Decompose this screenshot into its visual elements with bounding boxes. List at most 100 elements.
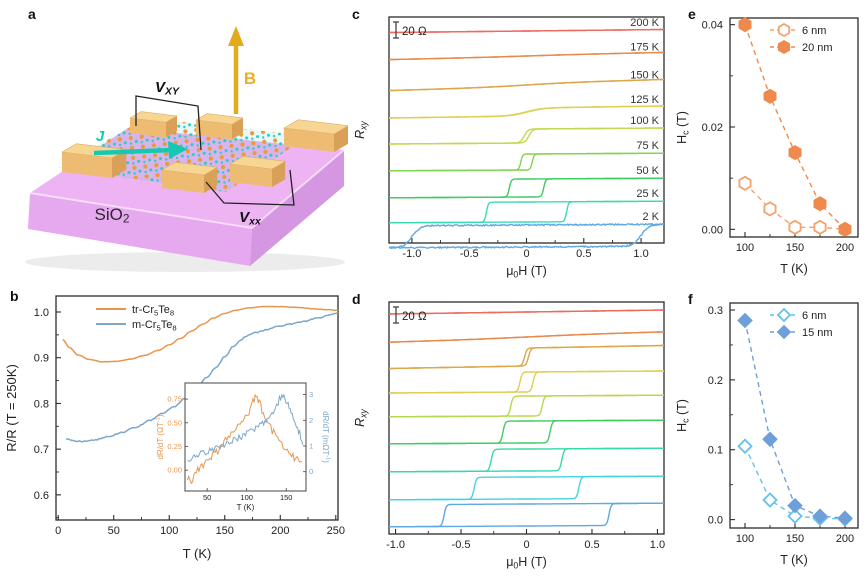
electrode-top [283,119,348,135]
legend-marker [776,307,792,323]
panel-label-a: a [28,6,36,22]
temperature-label: 175 K [630,41,659,53]
plot-frame [729,17,859,238]
panel-label-c: c [352,6,360,22]
electrode-front [284,128,334,152]
electrode-side [204,167,218,194]
x-axis-label: T (K) [183,546,212,561]
y-tick-label: 0.04 [702,20,723,32]
electrode-side [166,115,177,138]
panel-c: c -1.0 -0.5 0 0.5 1.0 μ0H (T) Rxy 200 K 175 K 150… [348,0,666,285]
hysteresis-curve-175 K-dn [389,51,664,61]
y-tick-label: 0.9 [34,353,49,365]
current-label: J [96,128,105,145]
electrode [283,119,348,152]
x-tick-label: 0.5 [584,539,599,551]
electrode [61,143,128,178]
device-schematic: SiO2 B J VXY Vxx [25,26,348,272]
electrode-side [334,125,348,152]
temperature-label: 2 K [642,211,659,223]
panel-e: e 100 150 200 0.00 0.02 0.04 T (K) Hc (T) 6 nm 20… [666,0,865,285]
hall-hysteresis-chart-d: -1.0 -0.5 0 0.5 1.0 μ0H (T) Rxy 20 Ω [353,301,665,571]
y-tick-label: 0.3 [708,305,723,317]
hysteresis-curve-row-5-dn [389,419,664,445]
panel-f: f 100 150 200 0.0 0.1 0.2 0.3 T (K) Hc (T) 6 nm 15… [666,285,865,576]
vxx-label: Vxx [239,209,262,228]
data-point-20 nm [838,221,852,237]
legend-label: tr-Cr5Te8 [132,304,174,318]
data-point-15 nm [762,431,778,448]
legend-label: 20 nm [802,42,833,54]
electrode [129,111,178,138]
hysteresis-curve-100 K-dn [389,127,664,145]
legend-label: 6 nm [802,310,826,322]
legend-marker [777,22,791,38]
hall-hysteresis-chart-c: -1.0 -0.5 0 0.5 1.0 μ0H (T) Rxy 200 K 175 K 150 K… [353,16,665,280]
data-point-15 nm [787,497,803,514]
panel-d: d -1.0 -0.5 0 0.5 1.0 μ0H (T) Rxy 20 Ω [348,285,666,576]
electrode [161,162,219,194]
hysteresis-curve-row-5-up [389,419,664,445]
electrode-front [162,170,204,194]
y-tick-label: 0.1 [708,445,723,457]
current-arrow-head [168,141,188,159]
hysteresis-curve-row-0-dn [389,309,664,315]
panel-label-d: d [352,291,361,307]
hysteresis-curve-row-8-dn [389,502,664,528]
x-tick-label: 0.5 [576,248,591,260]
vxy-bracket [135,95,202,151]
data-point-6 nm [738,175,752,191]
vxy-label: VXY [155,79,180,98]
data-point-15 nm [812,508,828,524]
electrode-front [196,120,232,140]
inset-y-tick-label-right: 3 [309,390,313,399]
inset-y-tick-label-left: 0.75 [167,395,182,404]
x-tick-label: -0.5 [460,248,479,260]
x-tick-label: 50 [108,525,120,537]
series-connector-1 [744,320,846,519]
substrate-front-face [28,193,252,266]
inset-right-axis-label: dR/dT (mΩT-1) [321,411,330,463]
inset-y-tick-label-right: 2 [309,416,313,425]
hysteresis-curve-row-8-up [389,502,664,528]
legend-marker [777,39,791,55]
coercive-field-chart-e: 100 150 200 0.00 0.02 0.04 T (K) Hc (T) 6 nm 20 n… [675,17,859,276]
inset-x-tick-label: 50 [203,493,211,502]
x-tick-label: 150 [786,533,804,545]
inset-y-tick-label-left: 0.25 [167,442,182,451]
electrode-top [161,162,219,176]
inset-y-tick-label-right: 0 [309,467,313,476]
data-point-20 nm [763,88,777,104]
hysteresis-curve-row-3-up [389,370,664,394]
x-tick-label: 150 [216,525,234,537]
data-point-20 nm [738,17,752,33]
inset-x-tick-label: 100 [240,493,253,502]
substrate-side-face [250,150,344,266]
panel-label-f: f [688,291,693,307]
inset-series-1 [187,393,304,462]
panel-label-b: b [10,288,19,304]
y-axis-label: Hc (T) [675,111,691,144]
x-axis-label: μ0H (T) [506,555,547,571]
hysteresis-curve-2 K-dn [388,222,665,249]
hysteresis-curve-50 K-dn [389,177,664,199]
electrode-side [112,149,127,178]
coercive-field-chart-f: 100 150 200 0.0 0.1 0.2 0.3 T (K) Hc (T) 6 nm 15 n… [675,302,859,567]
x-axis-label: T (K) [780,262,808,276]
hysteresis-curve-75 K-dn [389,152,664,172]
temperature-label: 150 K [630,69,659,81]
hysteresis-curve-row-7-up [389,475,664,501]
scalebar-label: 20 Ω [402,26,427,38]
panel-a: a SiO2 B J VXY Vxx [0,0,348,285]
y-axis-label: Rxy [353,120,369,138]
x-tick-label: 200 [271,525,289,537]
y-tick-label: 1.0 [34,307,49,319]
x-tick-label: 200 [836,533,854,545]
temperature-label: 50 K [636,165,659,177]
data-point-6 nm [788,219,802,235]
x-tick-label: 0 [523,248,529,260]
data-point-20 nm [813,196,827,212]
data-point-15 nm [837,510,853,526]
x-tick-label: 100 [160,525,178,537]
